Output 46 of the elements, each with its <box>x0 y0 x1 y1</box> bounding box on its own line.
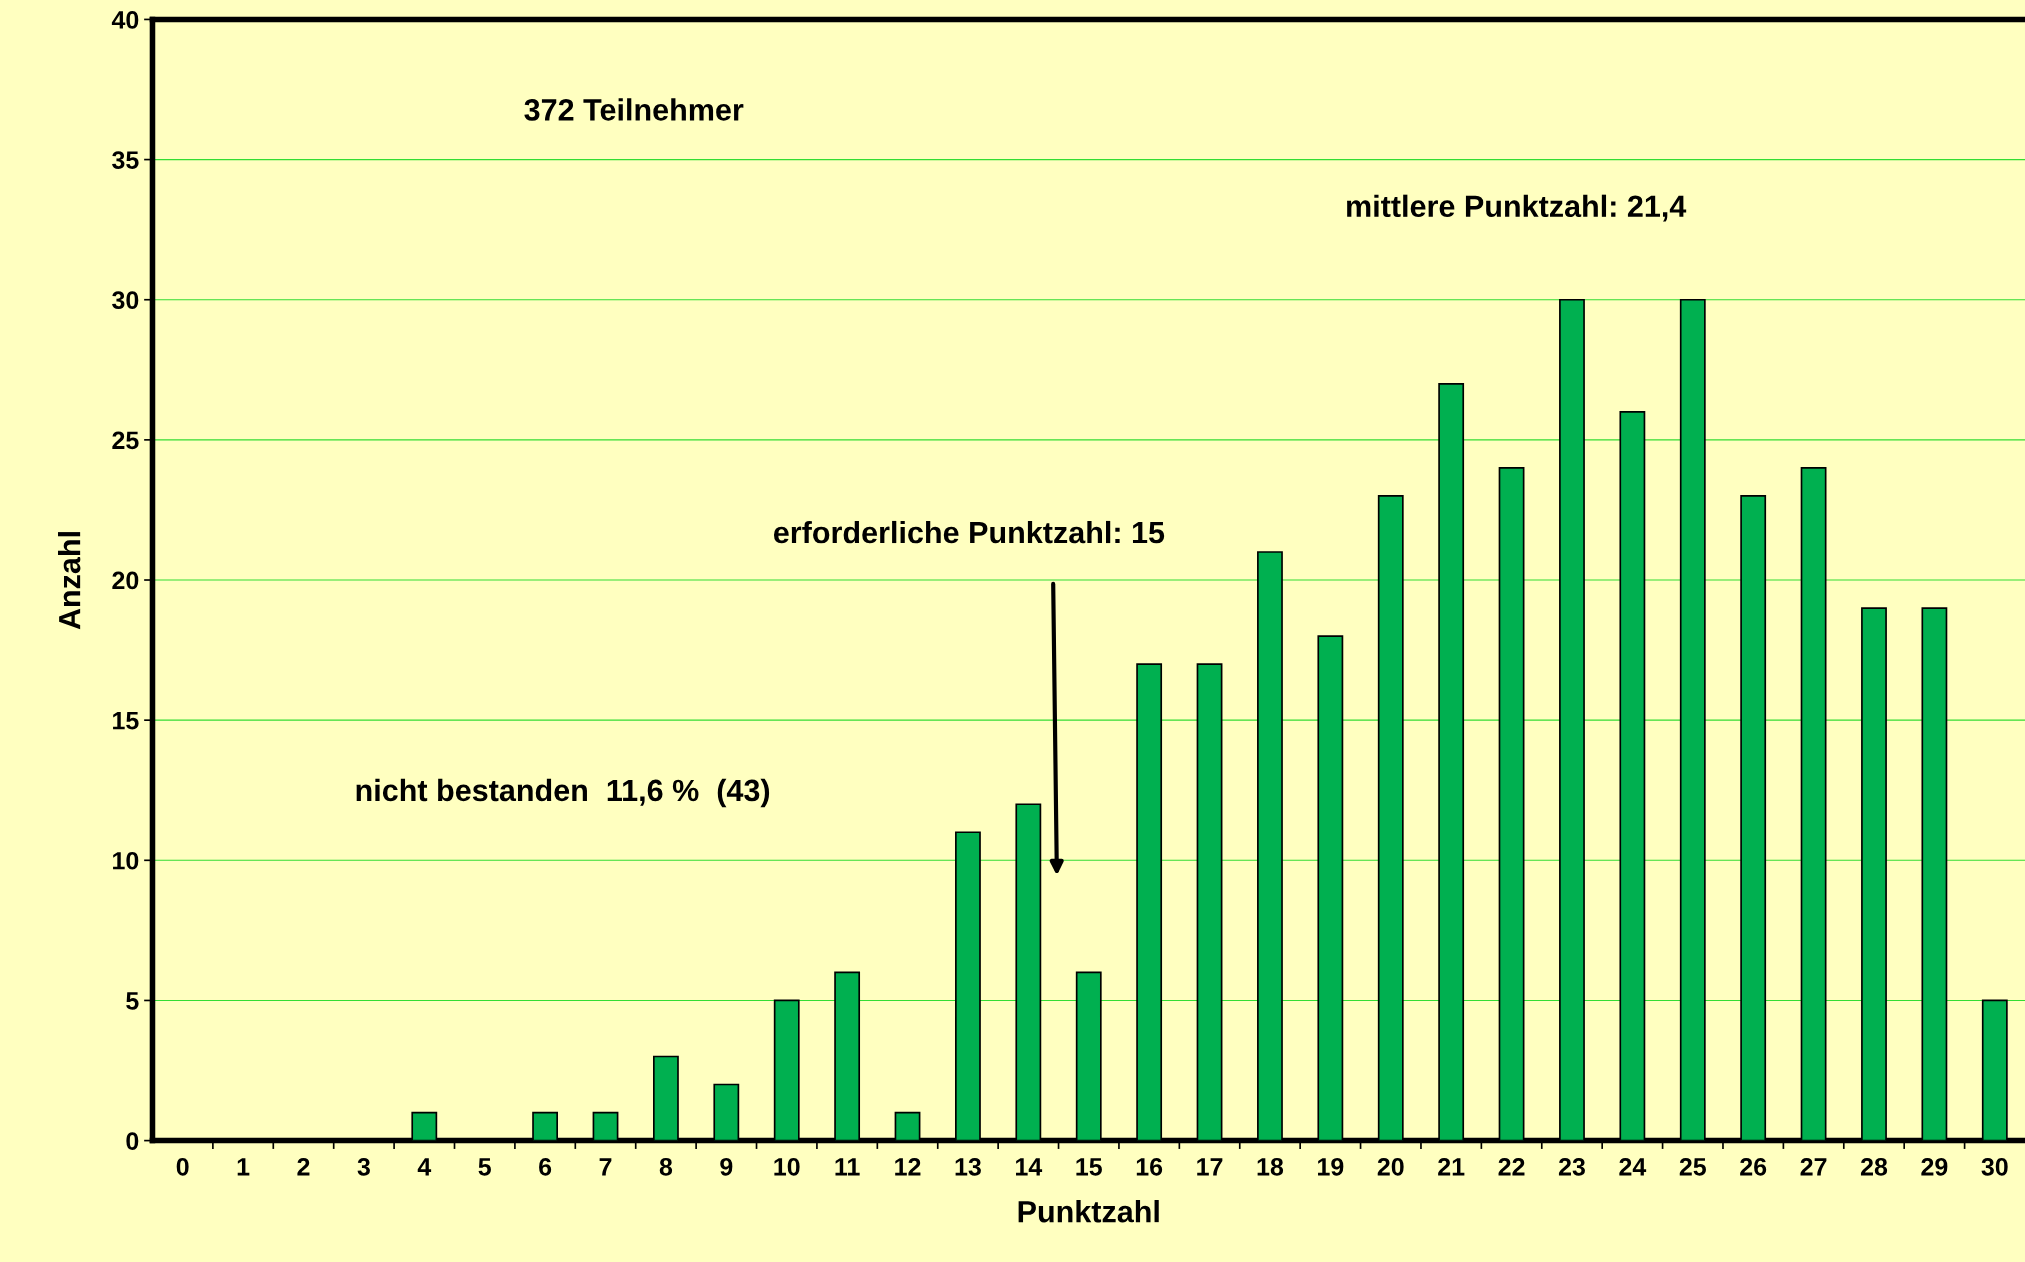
x-tick-label: 27 <box>1800 1157 1827 1176</box>
y-tick-label: 40 <box>111 11 139 29</box>
y-tick-label: 15 <box>113 712 139 730</box>
x-tick-label: 14 <box>1016 1158 1043 1176</box>
x-tick-label: 13 <box>955 1157 981 1176</box>
y-tick-label: 5 <box>126 992 139 1010</box>
annotation: erforderliche Punktzahl: 15 <box>773 520 1165 544</box>
y-tick-label: 0 <box>126 1132 139 1150</box>
x-tick-label: 7 <box>599 1158 612 1176</box>
x-tick-label: 15 <box>1076 1158 1102 1176</box>
x-tick-label: 4 <box>417 1158 432 1176</box>
y-tick-label: 35 <box>112 151 139 169</box>
x-tick-label: 24 <box>1619 1157 1647 1176</box>
x-tick-label: 10 <box>774 1157 800 1176</box>
x-tick-label: 11 <box>835 1158 860 1176</box>
x-tick-label: 28 <box>1860 1157 1888 1176</box>
x-tick-label: 6 <box>539 1157 552 1176</box>
annotation: nicht bestanden 11,6 % (43) <box>356 778 770 808</box>
x-axis-title: Punktzahl <box>1018 1200 1159 1223</box>
x-tick-label: 1 <box>237 1158 250 1176</box>
x-tick-label: 9 <box>720 1157 733 1176</box>
x-tick-label: 20 <box>1377 1157 1404 1176</box>
y-tick-label: 20 <box>112 571 139 590</box>
x-tick-label: 29 <box>1921 1157 1948 1176</box>
x-tick-label: 22 <box>1498 1157 1525 1176</box>
x-tick-label: 16 <box>1136 1157 1163 1176</box>
x-tick-label: 0 <box>176 1157 189 1176</box>
y-tick-label: 25 <box>112 431 139 450</box>
x-tick-label: 21 <box>1438 1157 1465 1176</box>
y-axis-title: Anzahl <box>58 532 81 630</box>
x-tick-label: 25 <box>1679 1157 1706 1176</box>
annotation: mittlere Punktzahl: 21,4 <box>1347 194 1687 222</box>
x-tick-label: 19 <box>1318 1157 1344 1176</box>
x-tick-label: 30 <box>1981 1157 2008 1176</box>
x-tick-label: 23 <box>1558 1157 1585 1176</box>
y-tick-label: 10 <box>113 851 139 870</box>
x-tick-label: 2 <box>297 1157 310 1176</box>
x-tick-label: 8 <box>659 1157 673 1176</box>
x-tick-label: 17 <box>1197 1158 1223 1176</box>
annotation: 372 Teilnehmer <box>524 98 744 121</box>
x-tick-label: 3 <box>357 1157 370 1176</box>
y-tick-label: 30 <box>112 291 139 310</box>
x-tick-label: 5 <box>478 1158 491 1176</box>
x-tick-label: 18 <box>1257 1157 1284 1176</box>
x-tick-label: 12 <box>895 1157 921 1176</box>
x-tick-label: 26 <box>1740 1157 1767 1176</box>
